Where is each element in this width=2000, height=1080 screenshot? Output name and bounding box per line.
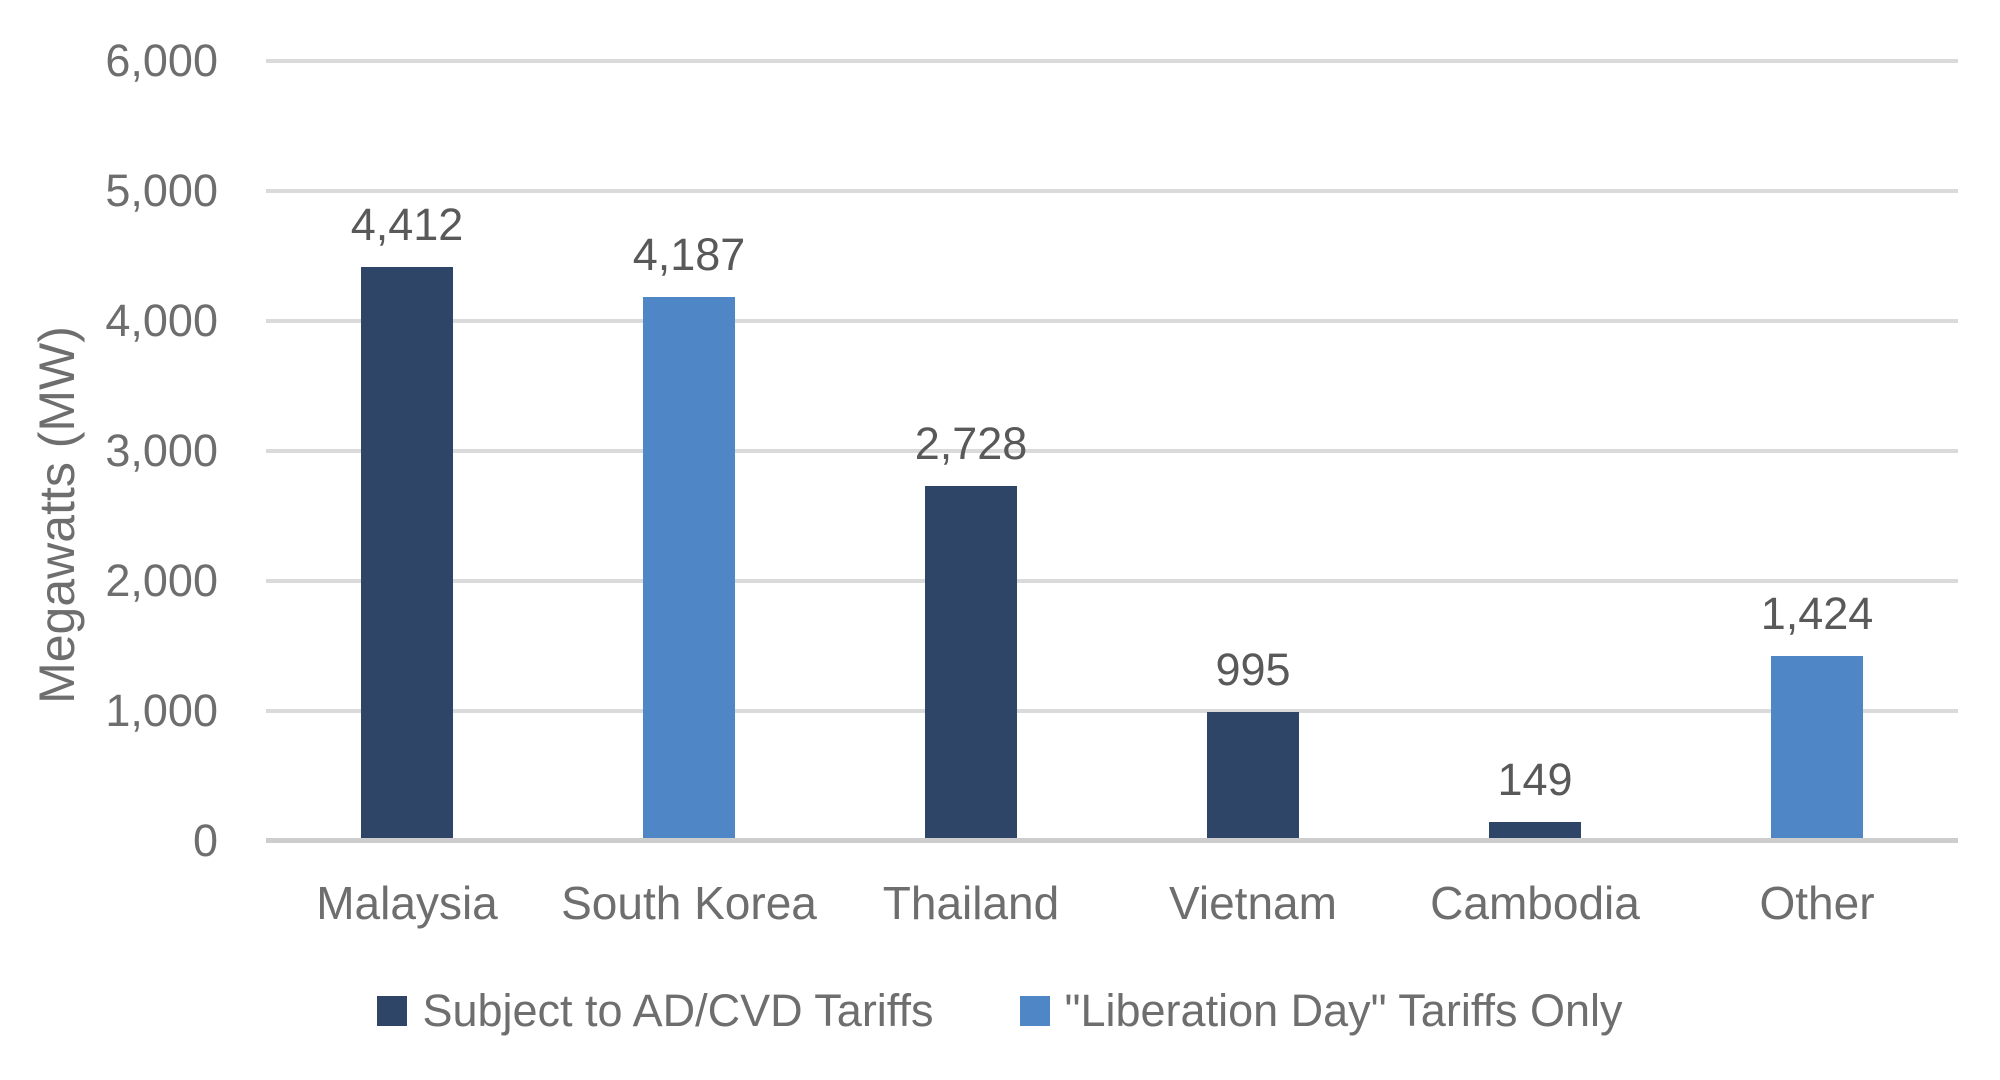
- y-tick-label-4-000: 4,000: [105, 295, 218, 346]
- category-label-malaysia: Malaysia: [316, 877, 498, 929]
- bar-slot-malaysia: 4,412: [266, 61, 548, 841]
- y-tick-label-0: 0: [192, 815, 218, 866]
- gridline: [266, 189, 1958, 193]
- x-axis-category-labels: Malaysia South Korea Thailand Vietnam Cambod…: [266, 876, 1958, 930]
- legend-label-subject-to-ad-cvd-tariffs: Subject to AD/CVD Tariffs: [422, 985, 934, 1036]
- x-axis-baseline: [266, 838, 1958, 843]
- bar-slot-vietnam: 995: [1112, 61, 1394, 841]
- y-tick-label-2-000: 2,000: [105, 555, 218, 606]
- bar-slot-thailand: 2,728: [830, 61, 1112, 841]
- bar-value-label-vietnam: 995: [1215, 643, 1291, 695]
- bar-value-label-cambodia: 149: [1497, 753, 1573, 805]
- legend-label-liberation-day-tariffs-only: "Liberation Day" Tariffs Only: [1064, 985, 1623, 1036]
- bar-value-label-malaysia: 4,412: [350, 199, 464, 251]
- bar-cambodia: [1489, 821, 1581, 841]
- legend-swatch-liberation-day-tariffs-only: [1019, 996, 1050, 1026]
- bar-value-label-thailand: 2,728: [914, 418, 1028, 470]
- gridline: [266, 709, 1958, 713]
- plot-area: 4,412 4,187 2,728 995 149 1,424: [266, 59, 1958, 843]
- legend-entry-liberation-day-tariffs-only: "Liberation Day" Tariffs Only: [1019, 985, 1623, 1037]
- bar-value-label-other: 1,424: [1760, 587, 1874, 639]
- legend-swatch-subject-to-ad-cvd-tariffs: [377, 996, 408, 1026]
- bar-slot-other: 1,424: [1676, 61, 1958, 841]
- category-label-vietnam: Vietnam: [1169, 877, 1337, 929]
- y-tick-label-1-000: 1,000: [105, 685, 218, 736]
- bar-south-korea: [643, 296, 735, 841]
- bar-slot-south-korea: 4,187: [548, 61, 830, 841]
- y-tick-label-5-000: 5,000: [105, 165, 218, 216]
- bar-vietnam: [1207, 711, 1299, 841]
- legend-entry-subject-to-ad-cvd-tariffs: Subject to AD/CVD Tariffs: [377, 985, 934, 1037]
- gridline: [266, 59, 1958, 63]
- bar-thailand: [925, 486, 1017, 841]
- gridline: [266, 579, 1958, 583]
- category-label-other: Other: [1759, 877, 1875, 929]
- bar-slot-cambodia: 149: [1394, 61, 1676, 841]
- y-tick-label-3-000: 3,000: [105, 425, 218, 476]
- bar-malaysia: [361, 267, 453, 841]
- bar-value-label-south-korea: 4,187: [632, 228, 746, 280]
- category-label-thailand: Thailand: [882, 877, 1060, 929]
- bar-other: [1771, 655, 1863, 841]
- gridline: [266, 449, 1958, 453]
- category-label-cambodia: Cambodia: [1430, 877, 1640, 929]
- category-label-south-korea: South Korea: [561, 877, 817, 929]
- gridline: [266, 319, 1958, 323]
- legend: Subject to AD/CVD Tariffs "Liberation Day…: [0, 985, 2000, 1037]
- y-tick-label-6-000: 6,000: [105, 35, 218, 86]
- y-axis-tick-labels: 0 1,000 2,000 3,000 4,000 5,000 6,000: [0, 0, 232, 1080]
